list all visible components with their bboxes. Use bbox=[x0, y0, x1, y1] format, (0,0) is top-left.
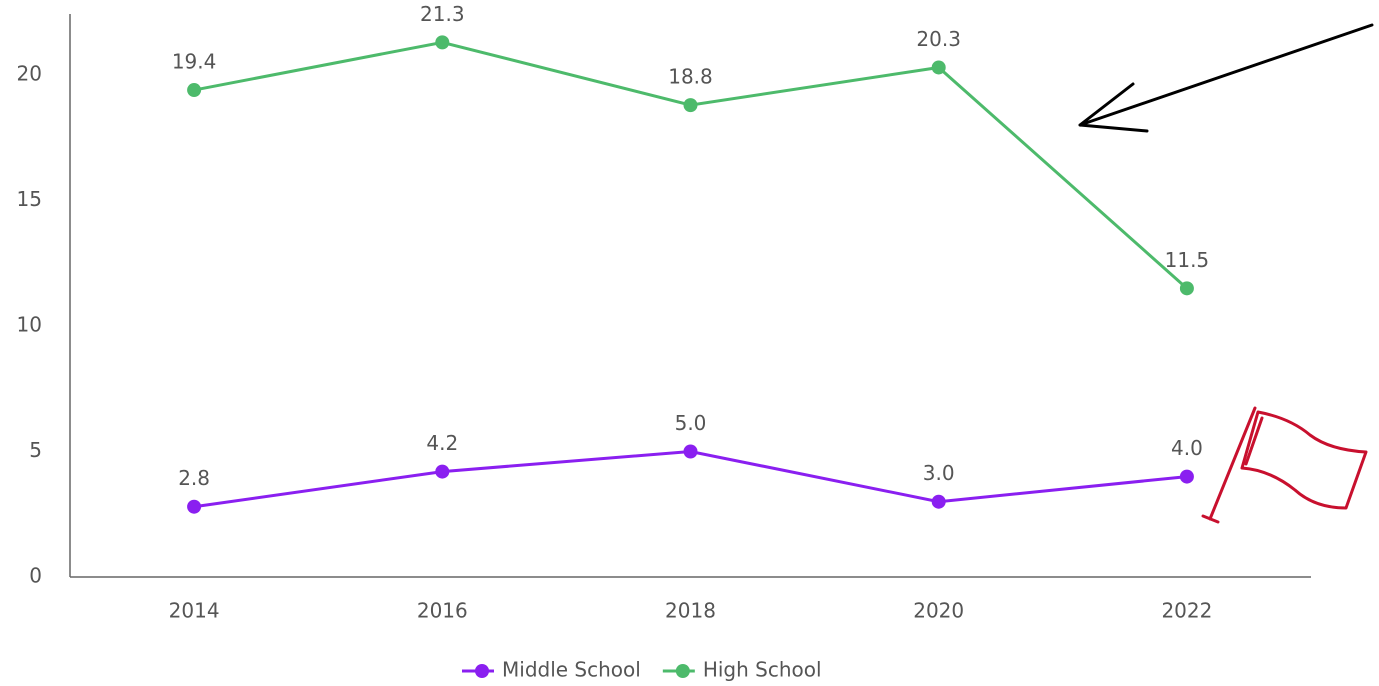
y-tick-label: 20 bbox=[17, 62, 42, 86]
data-label: 3.0 bbox=[923, 461, 955, 485]
legend-label: High School bbox=[703, 658, 822, 682]
data-label: 5.0 bbox=[675, 411, 707, 435]
data-label: 20.3 bbox=[916, 27, 961, 51]
data-point bbox=[931, 60, 946, 75]
x-tick-label: 2016 bbox=[417, 599, 468, 623]
data-point bbox=[931, 494, 946, 509]
data-point bbox=[435, 464, 450, 479]
y-tick-label: 15 bbox=[17, 187, 42, 211]
x-tick-label: 2022 bbox=[1161, 599, 1212, 623]
data-point bbox=[187, 83, 202, 98]
data-label: 19.4 bbox=[172, 50, 217, 74]
y-tick-label: 0 bbox=[29, 564, 42, 588]
data-point bbox=[1179, 281, 1194, 296]
x-tick-label: 2020 bbox=[913, 599, 964, 623]
data-label: 2.8 bbox=[178, 466, 210, 490]
data-label: 4.0 bbox=[1171, 436, 1203, 460]
x-tick-label: 2014 bbox=[169, 599, 220, 623]
data-point bbox=[683, 444, 698, 459]
data-label: 11.5 bbox=[1165, 248, 1210, 272]
legend-marker bbox=[475, 664, 489, 678]
series-line bbox=[193, 449, 1188, 509]
data-label: 18.8 bbox=[668, 65, 713, 89]
legend-marker bbox=[675, 664, 690, 678]
y-tick-label: 5 bbox=[29, 438, 42, 462]
flag-annotation bbox=[1201, 406, 1368, 524]
data-label: 21.3 bbox=[420, 2, 465, 26]
data-point bbox=[1179, 469, 1194, 484]
data-label: 4.2 bbox=[426, 431, 458, 455]
legend-label: Middle School bbox=[502, 658, 641, 682]
arrow-annotation bbox=[1078, 23, 1374, 133]
data-point bbox=[435, 35, 450, 50]
x-tick-label: 2018 bbox=[665, 599, 716, 623]
y-tick-label: 10 bbox=[17, 313, 42, 337]
data-point bbox=[683, 98, 698, 113]
data-point bbox=[187, 499, 202, 514]
